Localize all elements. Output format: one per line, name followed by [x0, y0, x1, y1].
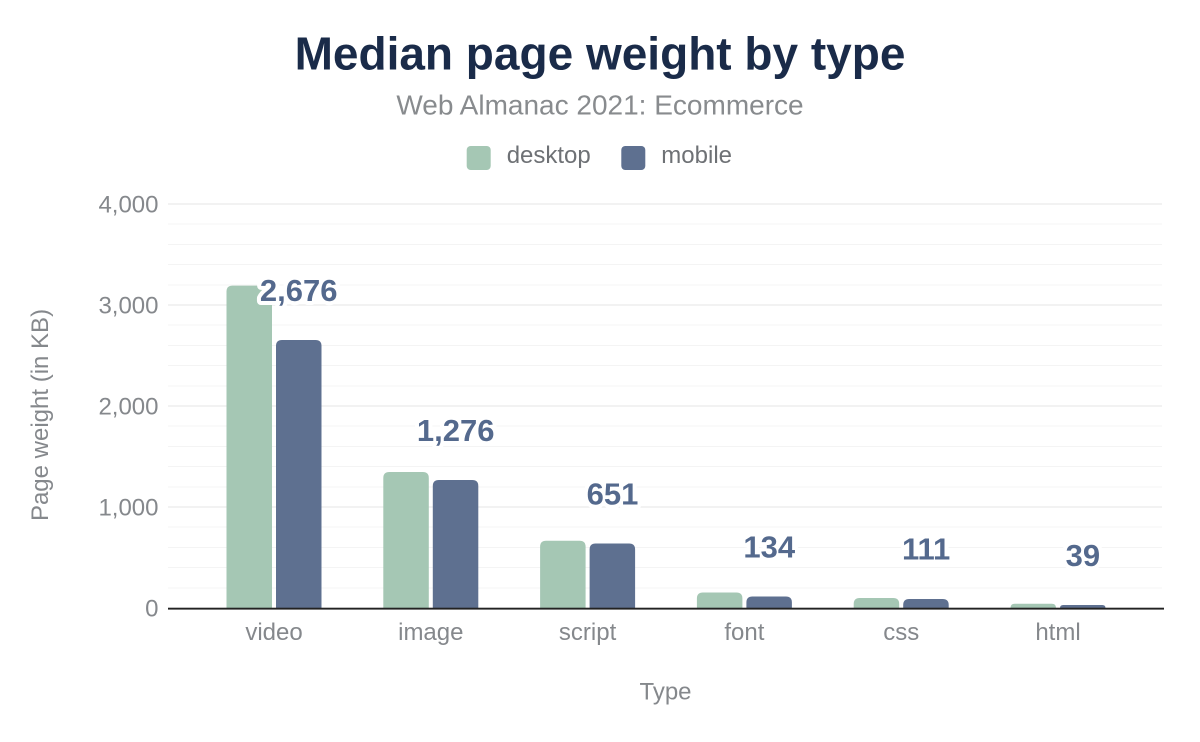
svg-text:111: 111 [902, 532, 950, 567]
svg-text:html: html [1035, 619, 1080, 646]
svg-text:Type: Type [639, 678, 691, 705]
svg-text:image: image [398, 619, 463, 646]
svg-text:desktop: desktop [507, 142, 591, 169]
svg-text:2,676: 2,676 [260, 273, 338, 308]
svg-text:39: 39 [1066, 538, 1100, 573]
svg-text:Median page weight by type: Median page weight by type [295, 28, 906, 80]
svg-text:2,000: 2,000 [98, 394, 158, 421]
svg-text:Page weight (in KB): Page weight (in KB) [27, 309, 54, 521]
svg-text:0: 0 [145, 596, 158, 623]
svg-text:134: 134 [743, 530, 795, 565]
svg-text:script: script [559, 619, 617, 646]
svg-text:css: css [883, 619, 919, 646]
svg-text:651: 651 [587, 477, 639, 512]
svg-text:video: video [245, 619, 302, 646]
svg-text:mobile: mobile [661, 142, 732, 169]
svg-text:1,276: 1,276 [417, 413, 495, 448]
svg-text:Web Almanac 2021: Ecommerce: Web Almanac 2021: Ecommerce [396, 90, 803, 121]
svg-text:3,000: 3,000 [98, 293, 158, 320]
svg-text:1,000: 1,000 [98, 495, 158, 522]
svg-text:font: font [724, 619, 764, 646]
svg-text:4,000: 4,000 [98, 192, 158, 219]
